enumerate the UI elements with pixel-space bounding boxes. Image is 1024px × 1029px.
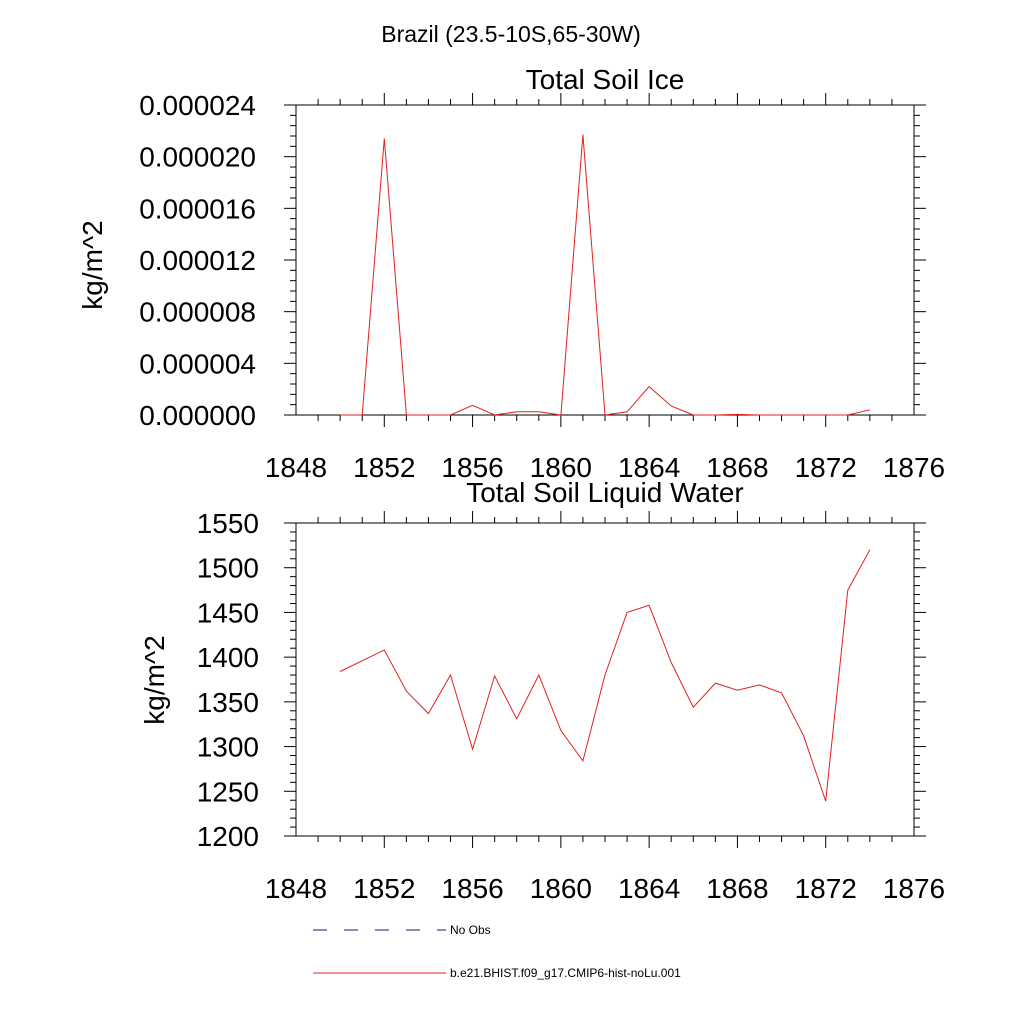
x-tick-label: 1852 [353, 452, 415, 483]
chart-title: Total Soil Ice [526, 64, 685, 95]
x-tick-label: 1864 [618, 452, 680, 483]
x-tick-label: 1876 [883, 873, 945, 904]
legend: No Obs b.e21.BHIST.f09_g17.CMIP6-hist-no… [313, 923, 681, 980]
legend-label-model-run: b.e21.BHIST.f09_g17.CMIP6-hist-noLu.001 [450, 966, 681, 980]
x-tick-label: 1860 [530, 873, 592, 904]
x-tick-label: 1860 [530, 452, 592, 483]
x-tick-label: 1856 [441, 452, 503, 483]
x-tick-label: 1868 [706, 873, 768, 904]
y-axis-label: kg/m^2 [139, 635, 170, 724]
y-tick-label: 0.000020 [139, 142, 256, 173]
chart-total-soil-ice: Total Soil Ice kg/m^2 1848 1852 1856 1860 18… [77, 64, 945, 483]
y-tick-label: 1350 [197, 687, 259, 718]
y-tick-label: 1500 [197, 553, 259, 584]
y-tick-label: 1200 [197, 821, 259, 852]
y-tick-label: 0.000008 [139, 297, 256, 328]
chart-total-soil-liquid-water: Total Soil Liquid Water kg/m^2 1848 1852 1… [139, 477, 945, 904]
page-title: Brazil (23.5-10S,65-30W) [381, 21, 641, 47]
y-tick-label: 0.000012 [139, 245, 256, 276]
y-tick-label: 1400 [197, 642, 259, 673]
y-tick-label: 0.000000 [139, 400, 256, 431]
y-tick-label: 0.000004 [139, 348, 256, 379]
series-line [339, 549, 871, 802]
x-tick-label: 1864 [618, 873, 680, 904]
series-line [340, 134, 871, 416]
y-tick-label: 0.000016 [139, 193, 256, 224]
x-tick-label: 1848 [265, 452, 327, 483]
x-tick-label: 1872 [795, 873, 857, 904]
legend-label-no-obs: No Obs [450, 923, 491, 937]
y-tick-label: 1550 [197, 508, 259, 539]
x-tick-label: 1872 [795, 452, 857, 483]
plot-frame [295, 104, 915, 416]
x-tick-label: 1876 [883, 452, 945, 483]
x-tick-label: 1868 [706, 452, 768, 483]
chart-title: Total Soil Liquid Water [466, 477, 744, 508]
y-axis-label: kg/m^2 [77, 220, 108, 309]
x-tick-label: 1852 [353, 873, 415, 904]
x-tick-label: 1856 [441, 873, 503, 904]
y-tick-label: 1450 [197, 597, 259, 628]
y-tick-label: 1250 [197, 776, 259, 807]
y-tick-label: 0.000024 [139, 90, 256, 121]
y-tick-label: 1300 [197, 732, 259, 763]
x-tick-label: 1848 [265, 873, 327, 904]
